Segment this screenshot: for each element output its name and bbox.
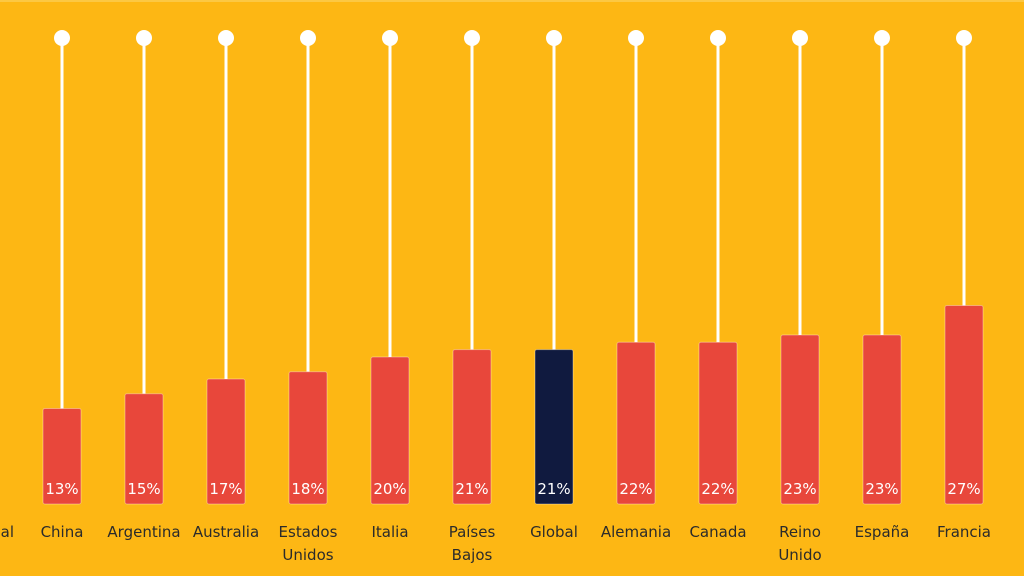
- category-label: Países Bajos: [449, 523, 496, 564]
- bar-group: 13% China: [41, 30, 84, 541]
- category-label-line: Países: [449, 523, 496, 541]
- category-label-line: Estados: [279, 523, 338, 541]
- bar-knob: [792, 30, 808, 46]
- bar: [206, 378, 246, 505]
- category-label-line: Unidos: [282, 546, 333, 564]
- bar: [616, 341, 656, 505]
- category-label-line: Australia: [193, 523, 259, 541]
- category-label: al: [1, 523, 14, 541]
- data-label: 13%: [45, 480, 78, 498]
- category-label: Francia: [937, 523, 991, 541]
- data-label: 23%: [783, 480, 816, 498]
- bar: [780, 334, 820, 505]
- bar-group: 21% Global: [530, 30, 578, 541]
- category-label: Estados Unidos: [279, 523, 338, 564]
- data-label: 22%: [701, 480, 734, 498]
- category-label-line: al: [1, 523, 14, 541]
- category-label: Reino Unido: [778, 523, 821, 564]
- category-label-line: Bajos: [452, 546, 493, 564]
- bar-knob: [874, 30, 890, 46]
- category-label-line: Italia: [371, 523, 408, 541]
- category-label: Australia: [193, 523, 259, 541]
- category-label-line: Argentina: [107, 523, 180, 541]
- data-label: 21%: [455, 480, 488, 498]
- data-label: 22%: [619, 480, 652, 498]
- category-label: Global: [530, 523, 578, 541]
- category-label: Italia: [371, 523, 408, 541]
- bar-group: 23% España: [855, 30, 910, 541]
- bar-group: 22% Canada: [689, 30, 747, 541]
- bar-group: 20% Italia: [370, 30, 410, 541]
- category-label: España: [855, 523, 910, 541]
- data-label: 15%: [127, 480, 160, 498]
- bar-group: al: [1, 523, 14, 541]
- bar-group: 27% Francia: [937, 30, 991, 541]
- category-label-line: China: [41, 523, 84, 541]
- bar-knob: [464, 30, 480, 46]
- category-label-line: España: [855, 523, 910, 541]
- bar-knob: [300, 30, 316, 46]
- bar: [862, 334, 902, 505]
- bar: [370, 356, 410, 505]
- category-label-line: Global: [530, 523, 578, 541]
- bar: [452, 349, 492, 505]
- category-label: China: [41, 523, 84, 541]
- bar-knob: [218, 30, 234, 46]
- bar-knob: [956, 30, 972, 46]
- category-label: Alemania: [601, 523, 671, 541]
- category-label-line: Alemania: [601, 523, 671, 541]
- category-label: Canada: [689, 523, 746, 541]
- bar-knob: [382, 30, 398, 46]
- category-label-line: Reino: [779, 523, 821, 541]
- bar-group: 21% Países Bajos: [449, 30, 496, 564]
- bar: [534, 349, 574, 505]
- bar-knob: [628, 30, 644, 46]
- bar-group: 15% Argentina: [107, 30, 181, 541]
- bar-knob: [546, 30, 562, 46]
- bar: [124, 393, 164, 505]
- bar-knob: [54, 30, 70, 46]
- data-label: 21%: [537, 480, 570, 498]
- bar: [698, 341, 738, 505]
- bar: [288, 371, 328, 505]
- category-label-line: Francia: [937, 523, 991, 541]
- data-label: 20%: [373, 480, 406, 498]
- bar-group: 17% Australia: [193, 30, 259, 541]
- data-label: 18%: [291, 480, 324, 498]
- bar-group: 18% Estados Unidos: [279, 30, 338, 564]
- bar: [42, 407, 82, 505]
- category-label-line: Canada: [689, 523, 746, 541]
- data-label: 17%: [209, 480, 242, 498]
- data-label: 27%: [947, 480, 980, 498]
- bar-knob: [710, 30, 726, 46]
- category-label: Argentina: [107, 523, 180, 541]
- bar-group: 23% Reino Unido: [778, 30, 822, 564]
- bar: [944, 305, 984, 505]
- bar-group: 22% Alemania: [601, 30, 671, 541]
- data-label: 23%: [865, 480, 898, 498]
- category-label-line: Unido: [778, 546, 821, 564]
- bar-knob: [136, 30, 152, 46]
